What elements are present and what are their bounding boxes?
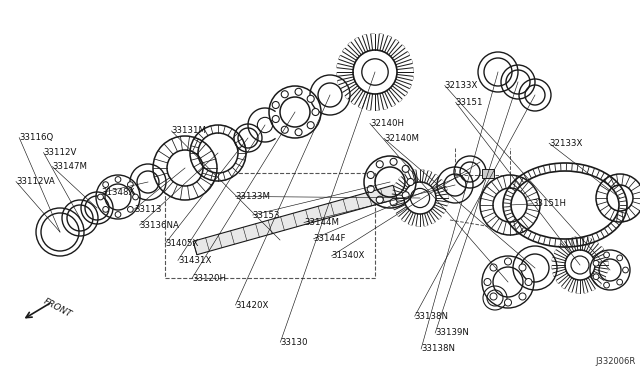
Circle shape [525, 279, 532, 286]
Text: 31340X: 31340X [332, 251, 365, 260]
Circle shape [617, 279, 623, 285]
Circle shape [367, 171, 374, 179]
Circle shape [115, 212, 121, 217]
Circle shape [490, 264, 497, 271]
Circle shape [337, 34, 413, 110]
Text: 32133X: 32133X [549, 139, 582, 148]
Text: 32140M: 32140M [384, 134, 419, 143]
Text: J332006R: J332006R [596, 357, 636, 366]
Circle shape [307, 95, 314, 102]
Circle shape [604, 282, 609, 288]
Circle shape [307, 122, 314, 129]
Circle shape [604, 252, 609, 258]
Circle shape [376, 161, 383, 168]
Circle shape [295, 88, 302, 95]
Circle shape [593, 260, 599, 266]
Text: 33151H: 33151H [532, 199, 566, 208]
Bar [165, 173, 375, 278]
Circle shape [295, 129, 302, 136]
Text: 31420X: 31420X [236, 301, 269, 310]
Text: 33112VA: 33112VA [16, 177, 55, 186]
Text: 32140H: 32140H [370, 119, 404, 128]
Circle shape [132, 194, 138, 200]
Text: 33138N: 33138N [421, 344, 455, 353]
Circle shape [623, 267, 628, 273]
Bar [482, 169, 494, 178]
Circle shape [484, 279, 491, 286]
Text: 33113: 33113 [134, 205, 162, 214]
Text: FRONT: FRONT [42, 297, 74, 319]
Polygon shape [193, 185, 397, 255]
Circle shape [272, 115, 279, 122]
Circle shape [127, 182, 133, 187]
Circle shape [490, 293, 497, 300]
Circle shape [153, 136, 217, 200]
Circle shape [272, 102, 279, 109]
Circle shape [504, 258, 511, 265]
Text: 33147M: 33147M [52, 162, 88, 171]
Circle shape [281, 126, 288, 133]
Text: 33112V: 33112V [44, 148, 77, 157]
Circle shape [281, 91, 288, 98]
Text: 31431X: 31431X [178, 256, 211, 265]
Circle shape [190, 125, 246, 181]
Circle shape [376, 196, 383, 203]
Circle shape [392, 170, 448, 226]
Circle shape [402, 192, 409, 199]
Text: 33144F: 33144F [314, 234, 346, 243]
Circle shape [552, 237, 608, 293]
Text: 33120H: 33120H [192, 274, 226, 283]
Circle shape [390, 199, 397, 206]
Circle shape [593, 274, 599, 280]
Text: 33139N: 33139N [435, 328, 469, 337]
Circle shape [390, 158, 397, 165]
Circle shape [103, 182, 109, 187]
Circle shape [596, 174, 640, 222]
Text: 31405X: 31405X [165, 239, 198, 248]
Circle shape [103, 206, 109, 212]
Text: 31348X: 31348X [101, 188, 134, 197]
Circle shape [519, 264, 526, 271]
Circle shape [402, 165, 409, 172]
Text: 33153: 33153 [253, 211, 280, 219]
Circle shape [480, 175, 540, 235]
Text: 33144M: 33144M [304, 218, 339, 227]
Text: 33131M: 33131M [172, 126, 207, 135]
Text: 32133X: 32133X [445, 81, 478, 90]
Circle shape [98, 194, 104, 200]
Circle shape [519, 293, 526, 300]
Circle shape [504, 299, 511, 306]
Text: 33130: 33130 [280, 338, 308, 347]
Circle shape [367, 186, 374, 193]
Text: 33116Q: 33116Q [19, 133, 54, 142]
Text: 33133M: 33133M [236, 192, 271, 201]
Text: 33136NA: 33136NA [140, 221, 179, 230]
Circle shape [115, 177, 121, 182]
Circle shape [312, 109, 319, 116]
Circle shape [617, 255, 623, 261]
Text: 33151: 33151 [456, 98, 483, 107]
Circle shape [127, 206, 133, 212]
Circle shape [407, 179, 414, 186]
Text: 33138N: 33138N [415, 312, 449, 321]
